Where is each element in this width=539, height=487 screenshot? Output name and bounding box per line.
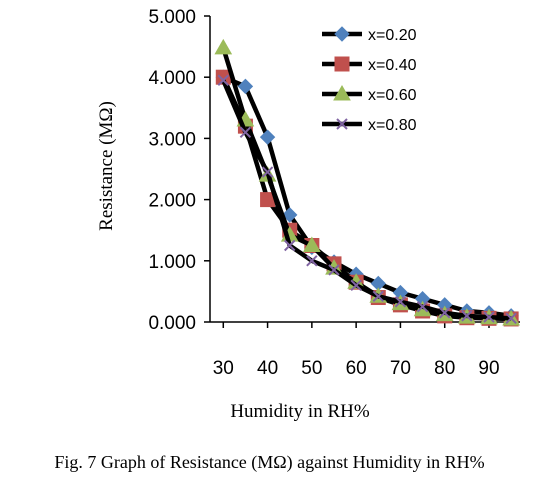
data-point-x [306, 255, 318, 267]
data-point-x [372, 290, 384, 303]
x-tick-label: 90 [478, 358, 499, 379]
x-tick-label: 60 [346, 358, 367, 379]
y-tick-label: 1.000 [148, 252, 196, 273]
x-tick-label: 70 [390, 358, 411, 379]
axes: 0.000 1.000 2.000 3.000 4.000 5.000 30 40 50 60 70… [148, 7, 520, 379]
y-tick-label: 0.000 [148, 313, 196, 334]
legend-entry: x=0.60 [322, 84, 417, 104]
data-point-diamond [282, 207, 298, 223]
y-tick-label: 4.000 [148, 68, 196, 89]
series-layer [214, 38, 521, 327]
data-point-x [239, 126, 252, 138]
data-point-x [394, 296, 407, 308]
data-point-x [416, 300, 429, 313]
data-point-triangle [302, 236, 321, 252]
data-point-x [505, 312, 517, 325]
data-point-triangle [214, 38, 233, 55]
series-line [221, 79, 512, 321]
legend-entry: x=0.80 [322, 117, 417, 134]
data-point-x [461, 310, 473, 322]
legend: x=0.20 x=0.40 x=0.60 x=0.80 [322, 26, 417, 134]
data-point-diamond [237, 78, 254, 95]
series-x=0.80 [217, 74, 517, 325]
data-point-x [328, 264, 340, 276]
y-tick-label: 3.000 [148, 129, 196, 150]
data-point-x [217, 74, 229, 86]
x-tick-label: 80 [434, 358, 455, 379]
y-tick-label: 5.000 [148, 7, 196, 28]
data-point-x [261, 166, 274, 178]
legend-marker-x [336, 118, 348, 130]
x-tick-label: 40 [257, 358, 278, 379]
x-tick-label: 50 [301, 358, 322, 379]
legend-label: x=0.60 [368, 87, 417, 104]
data-point-x [483, 311, 495, 323]
data-point-x [284, 239, 296, 252]
legend-marker-diamond [334, 26, 350, 42]
legend-entry: x=0.20 [322, 26, 417, 44]
y-tick-label: 2.000 [148, 191, 196, 212]
data-point-x [439, 307, 451, 319]
legend-entry: x=0.40 [322, 56, 417, 74]
legend-marker-triangle [333, 84, 351, 101]
figure-caption: Fig. 7 Graph of Resistance (MΩ) against … [54, 452, 485, 472]
data-point-diamond [259, 129, 276, 145]
legend-label: x=0.80 [368, 117, 417, 134]
y-axis-title: Resistance (MΩ) [96, 101, 117, 231]
data-point-x [350, 279, 362, 291]
legend-label: x=0.20 [368, 27, 417, 44]
x-axis-title: Humidity in RH% [230, 401, 370, 422]
x-tick-label: 30 [213, 358, 234, 379]
legend-marker-square [334, 56, 350, 72]
legend-label: x=0.40 [368, 57, 417, 74]
